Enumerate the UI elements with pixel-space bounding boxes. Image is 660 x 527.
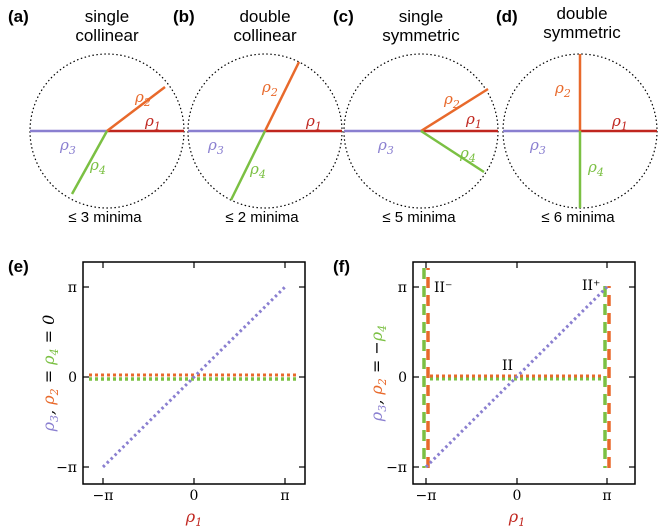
panel-a-rho2-label: ρ2 [134, 88, 151, 109]
plot-e-label: (e) [8, 257, 29, 276]
plot-f-xlabel: ρ1 [508, 507, 525, 527]
plot-f-label: (f) [333, 257, 350, 276]
panel-d-title-line1: double [556, 4, 607, 23]
panel-d-rho4-label: ρ4 [587, 158, 604, 179]
panel-c-minima: ≤ 5 minima [382, 209, 456, 226]
panel-a: (a) single collinear ρ1 ρ2 ρ3 ρ4 ≤ 3 min… [8, 7, 185, 226]
panel-d: (d) double symmetric ρ1 ρ2 ρ3 ρ4 ≤ 6 min… [496, 4, 658, 226]
panel-a-rho4-line [70, 130, 109, 195]
panel-a-title-line1: single [85, 7, 129, 26]
plot-e-ytick-pi: π [68, 280, 77, 296]
panel-c-rho3-label: ρ3 [377, 136, 394, 157]
panel-b-minima: ≤ 2 minima [225, 209, 299, 226]
panel-d-rho1-label: ρ1 [611, 112, 628, 133]
panel-c-label: (c) [333, 7, 354, 26]
plot-e-rho3-series [101, 285, 287, 469]
panel-b-rho2-line [263, 61, 301, 132]
panel-b-title-line1: double [239, 7, 290, 26]
panel-d-rho2-label: ρ2 [554, 79, 571, 100]
plot-f-annotation-II-plus: II⁺ [582, 278, 600, 294]
panel-b-rho1-label: ρ1 [305, 112, 322, 133]
plot-f-annotation-II-minus: II⁻ [434, 280, 452, 296]
panel-b-title-line2: collinear [233, 26, 297, 45]
panel-c: (c) single symmetric ρ1 ρ2 ρ3 ρ4 ≤ 5 min… [333, 7, 499, 226]
panel-d-label: (d) [496, 7, 518, 26]
plot-f: (f) II⁻ II⁺ II −π 0 π π 0 −π ρ1 ρ3, ρ2 =… [333, 257, 636, 527]
panel-b-label: (b) [173, 7, 195, 26]
panel-c-rho4-line [420, 129, 485, 174]
plot-f-xtick-pi: π [602, 488, 611, 504]
panel-c-title-line2: symmetric [382, 26, 460, 45]
plot-f-annotation-II: II [502, 358, 513, 374]
plot-e-ylabel: ρ3, ρ2 = ρ4 = 0 [39, 315, 61, 433]
panel-a-rho3-label: ρ3 [59, 136, 76, 157]
panel-c-rho4-label: ρ4 [459, 144, 476, 165]
plot-e-ytick-neg-pi: −π [56, 460, 77, 476]
panel-a-minima: ≤ 3 minima [68, 209, 142, 226]
plot-e-xlabel: ρ1 [185, 507, 202, 527]
plot-e: (e) −π 0 π π 0 −π ρ1 ρ3, ρ2 = ρ4 = 0 [8, 257, 306, 527]
plot-e-frame [82, 261, 306, 485]
panel-b: (b) double collinear ρ1 ρ2 ρ3 ρ4 ≤ 2 min… [173, 7, 343, 226]
panel-c-rho2-line [420, 87, 489, 133]
plot-f-ytick-zero: 0 [398, 370, 407, 386]
panel-d-title-line2: symmetric [543, 23, 621, 42]
plot-e-ticks [83, 262, 305, 484]
plot-e-ytick-zero: 0 [68, 370, 77, 386]
panel-a-rho1-label: ρ1 [144, 112, 161, 133]
plot-e-xtick-neg-pi: −π [93, 488, 114, 504]
plot-e-xtick-pi: π [280, 488, 289, 504]
plot-f-xtick-neg-pi: −π [416, 488, 437, 504]
panel-a-label: (a) [8, 7, 29, 26]
plot-f-xtick-zero: 0 [513, 488, 522, 504]
plot-e-xtick-zero: 0 [190, 488, 199, 504]
panel-b-rho4-line [229, 130, 267, 201]
plot-f-frame [412, 261, 636, 485]
panel-a-title-line2: collinear [75, 26, 139, 45]
panel-a-rho2-line [106, 86, 166, 132]
panel-b-rho4-label: ρ4 [249, 160, 266, 181]
panel-c-title-line1: single [399, 7, 443, 26]
panel-c-rho2-label: ρ2 [443, 90, 460, 111]
panel-d-rho3-label: ρ3 [529, 136, 546, 157]
panel-d-minima: ≤ 6 minima [541, 209, 615, 226]
plot-f-ticks [413, 262, 635, 484]
panel-b-rho2-label: ρ2 [261, 78, 278, 99]
panel-b-rho3-label: ρ3 [207, 136, 224, 157]
plot-f-ytick-pi: π [398, 280, 407, 296]
panel-a-rho4-label: ρ4 [89, 156, 106, 177]
panel-c-rho1-label: ρ1 [465, 110, 482, 131]
plot-f-ylabel: ρ3, ρ2 = −ρ4 [367, 325, 389, 422]
plot-f-rho3-series [424, 285, 609, 469]
plot-f-ytick-neg-pi: −π [386, 460, 407, 476]
